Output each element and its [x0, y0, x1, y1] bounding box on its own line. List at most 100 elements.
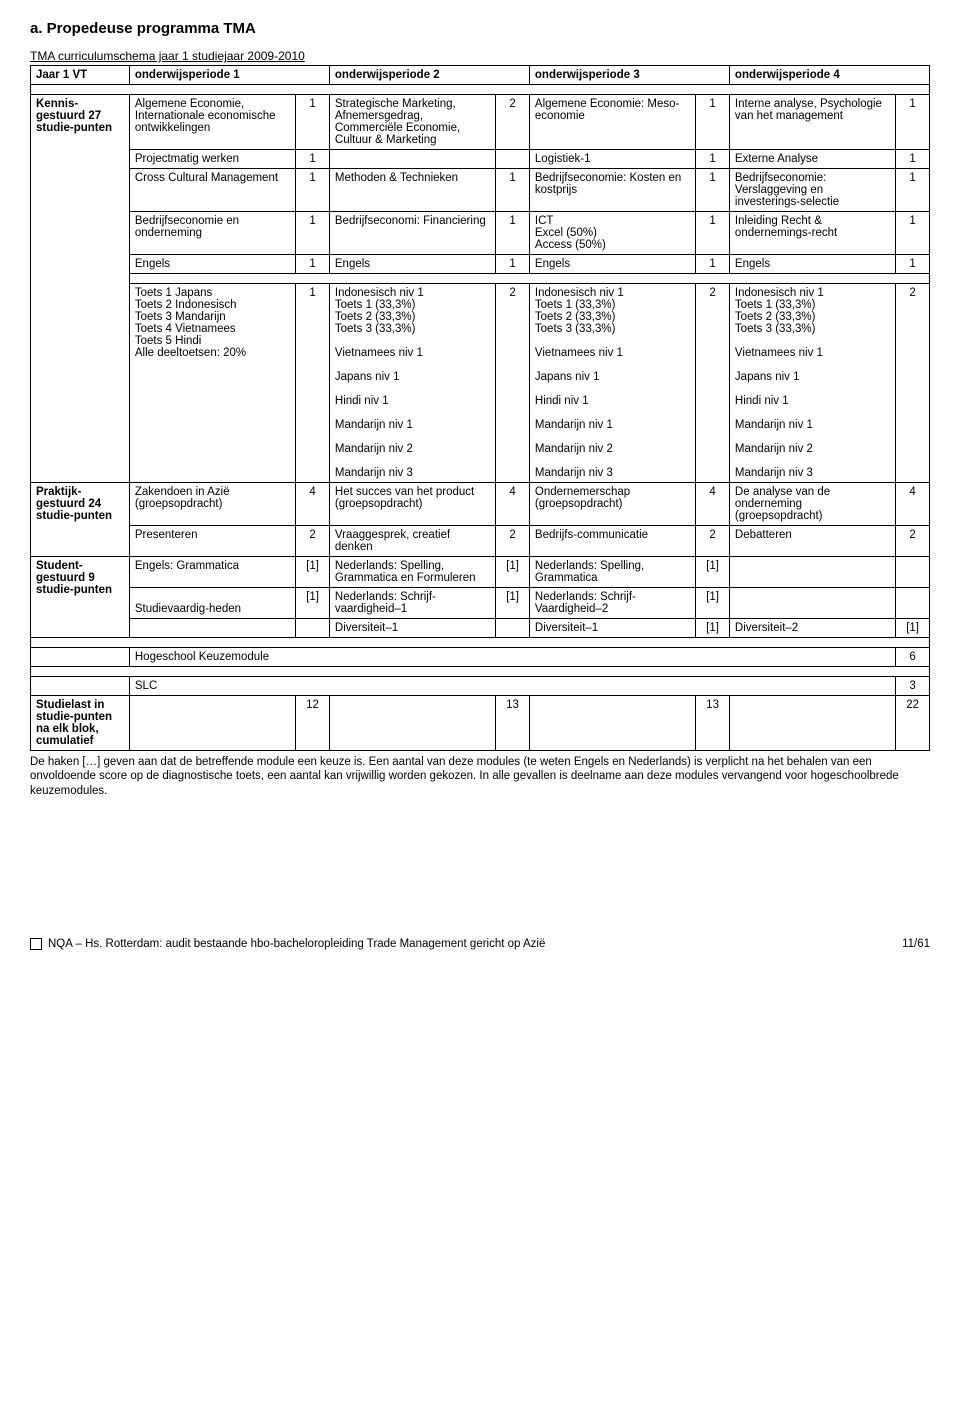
- table-cell: 4: [896, 483, 930, 526]
- table-cell: [129, 619, 295, 638]
- table-cell: De analyse van de onderneming (groepsopd…: [729, 483, 895, 526]
- footer-text: NQA – Hs. Rotterdam: audit bestaande hbo…: [48, 938, 902, 950]
- table-cell: Engels: [729, 255, 895, 274]
- table-cell: Bedrijfseconomie en onderneming: [129, 212, 295, 255]
- table-cell: 1: [296, 169, 330, 212]
- table-cell: 1: [296, 212, 330, 255]
- table-cell: Vraaggesprek, creatief denken: [329, 526, 495, 557]
- table-cell: SLC: [129, 677, 895, 696]
- table-cell: Nederlands: Schrijf-Vaardigheid–2: [529, 588, 695, 619]
- table-cell: [496, 619, 530, 638]
- table-cell: 1: [896, 95, 930, 150]
- table-cell: 1: [496, 255, 530, 274]
- table-header: onderwijsperiode 3: [529, 66, 729, 85]
- table-cell: 1: [496, 212, 530, 255]
- table-cell: [729, 588, 895, 619]
- table-cell: Bedrijfs-communicatie: [529, 526, 695, 557]
- table-cell: 1: [296, 95, 330, 150]
- page-heading: a. Propedeuse programma TMA: [30, 20, 930, 37]
- table-cell: 2: [496, 284, 530, 483]
- table-cell: Engels: [529, 255, 695, 274]
- table-cell: [31, 638, 930, 648]
- table-cell: [1]: [896, 619, 930, 638]
- table-cell: [129, 696, 295, 751]
- table-cell: [496, 150, 530, 169]
- table-cell: [896, 588, 930, 619]
- table-cell: [1]: [496, 557, 530, 588]
- footer-page-number: 11/61: [902, 938, 930, 950]
- table-cell: 6: [896, 648, 930, 667]
- table-cell: 4: [496, 483, 530, 526]
- table-cell: Externe Analyse: [729, 150, 895, 169]
- table-cell: Bedrijfseconomie: Kosten en kostprijs: [529, 169, 695, 212]
- table-cell: 1: [496, 169, 530, 212]
- table-cell: 22: [896, 696, 930, 751]
- table-cell: Nederlands: Spelling, Grammatica: [529, 557, 695, 588]
- table-cell: Toets 1 Japans Toets 2 Indonesisch Toets…: [129, 284, 295, 483]
- table-header: onderwijsperiode 2: [329, 66, 529, 85]
- table-cell: 2: [496, 526, 530, 557]
- table-cell: 2: [896, 526, 930, 557]
- table-cell: Studievaardig-heden: [129, 588, 295, 619]
- table-cell: 13: [696, 696, 730, 751]
- table-cell: ICT Excel (50%) Access (50%): [529, 212, 695, 255]
- table-cell: 1: [696, 212, 730, 255]
- page-subtitle: TMA curriculumschema jaar 1 studiejaar 2…: [30, 49, 930, 63]
- table-cell: [529, 696, 695, 751]
- table-header: Jaar 1 VT: [31, 66, 130, 85]
- table-cell: 2: [696, 284, 730, 483]
- table-cell: 1: [896, 255, 930, 274]
- table-cell: [1]: [496, 588, 530, 619]
- table-header: onderwijsperiode 4: [729, 66, 929, 85]
- table-cell: 1: [296, 284, 330, 483]
- table-cell: Praktijk-gestuurd 24 studie-punten: [31, 483, 130, 557]
- table-cell: 2: [696, 526, 730, 557]
- table-cell: Kennis-gestuurd 27 studie-punten: [31, 95, 130, 483]
- table-cell: Logistiek-1: [529, 150, 695, 169]
- table-header: onderwijsperiode 1: [129, 66, 329, 85]
- page-footer: NQA – Hs. Rotterdam: audit bestaande hbo…: [30, 938, 930, 950]
- table-cell: 1: [696, 95, 730, 150]
- table-cell: Presenteren: [129, 526, 295, 557]
- table-cell: Engels: [129, 255, 295, 274]
- table-cell: Methoden & Technieken: [329, 169, 495, 212]
- table-cell: [31, 677, 130, 696]
- table-cell: [31, 648, 130, 667]
- table-cell: [1]: [296, 588, 330, 619]
- table-cell: 2: [496, 95, 530, 150]
- table-cell: 1: [696, 169, 730, 212]
- table-cell: Algemene Economie, Internationale econom…: [129, 95, 295, 150]
- table-cell: 1: [696, 255, 730, 274]
- table-cell: 4: [296, 483, 330, 526]
- table-cell: Het succes van het product (groepsopdrac…: [329, 483, 495, 526]
- table-cell: [1]: [696, 557, 730, 588]
- table-cell: Hogeschool Keuzemodule: [129, 648, 895, 667]
- table-cell: 2: [896, 284, 930, 483]
- table-cell: Diversiteit–1: [329, 619, 495, 638]
- table-cell: Nederlands: Spelling, Grammatica en Form…: [329, 557, 495, 588]
- table-cell: [896, 557, 930, 588]
- table-cell: Inleiding Recht & ondernemings-recht: [729, 212, 895, 255]
- table-cell: [1]: [296, 557, 330, 588]
- table-cell: Ondernemerschap (groepsopdracht): [529, 483, 695, 526]
- table-cell: Zakendoen in Azië (groepsopdracht): [129, 483, 295, 526]
- table-cell: 1: [896, 212, 930, 255]
- table-cell: Studielast in studie-punten na elk blok,…: [31, 696, 130, 751]
- table-cell: Diversiteit–2: [729, 619, 895, 638]
- table-cell: 1: [296, 255, 330, 274]
- table-cell: Engels: Grammatica: [129, 557, 295, 588]
- table-cell: Indonesisch niv 1 Toets 1 (33,3%) Toets …: [729, 284, 895, 483]
- table-cell: Algemene Economie: Meso-economie: [529, 95, 695, 150]
- table-cell: [31, 85, 930, 95]
- table-cell: Nederlands: Schrijf-vaardigheid–1: [329, 588, 495, 619]
- table-cell: Engels: [329, 255, 495, 274]
- table-cell: 1: [896, 150, 930, 169]
- table-cell: [729, 696, 895, 751]
- table-cell: [31, 667, 930, 677]
- table-cell: Projectmatig werken: [129, 150, 295, 169]
- table-cell: Diversiteit–1: [529, 619, 695, 638]
- table-cell: Interne analyse, Psychologie van het man…: [729, 95, 895, 150]
- table-cell: 4: [696, 483, 730, 526]
- footer-box-icon: [30, 938, 42, 950]
- table-cell: Bedrijfseconomie: Verslaggeving en inves…: [729, 169, 895, 212]
